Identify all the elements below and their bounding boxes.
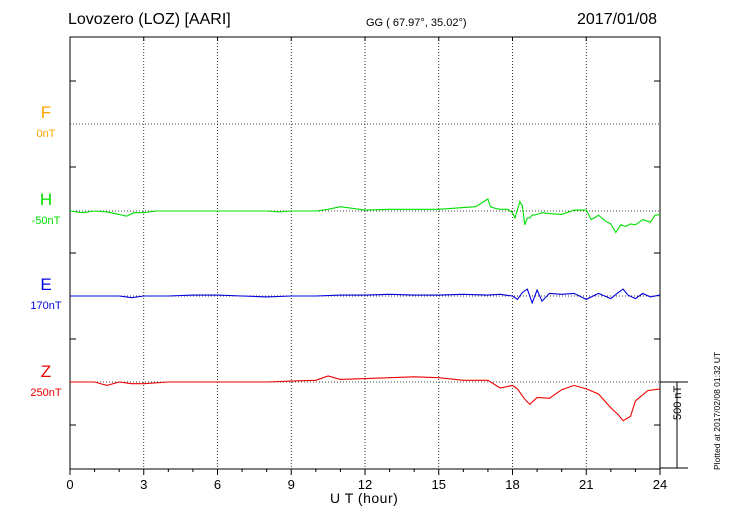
x-tick-label: 6 [214,477,221,492]
series-z-line [70,375,661,422]
component-label-z: Z [41,362,51,381]
x-tick-label: 3 [140,477,147,492]
scale-bar-label: 500 nT [672,385,684,420]
series-h-line [69,198,661,234]
component-label-e: E [40,275,51,294]
x-tick-label: 18 [505,477,519,492]
station-title: Lovozero (LOZ) [AARI] [68,11,231,28]
component-offset-z: 250nT [30,387,61,399]
component-label-f: F [41,103,51,122]
x-axis-label: U T (hour) [330,490,399,506]
geographic-coordinates: GG ( 67.97°, 35.02°) [366,17,467,29]
x-tick-label: 24 [653,477,667,492]
series-e-line [70,288,661,305]
x-tick-label: 0 [66,477,73,492]
plotted-timestamp: Plotted at 2017/02/08 01:32 UT [712,351,722,470]
date-label: 2017/01/08 [577,11,658,28]
x-tick-label: 21 [579,477,593,492]
x-tick-label: 15 [432,477,446,492]
component-offset-f: 0nT [37,128,56,140]
component-offset-h: -50nT [32,215,61,227]
x-tick-label: 9 [288,477,295,492]
component-offset-e: 170nT [30,300,61,312]
x-tick-label: 12 [358,477,372,492]
component-label-h: H [40,190,52,209]
